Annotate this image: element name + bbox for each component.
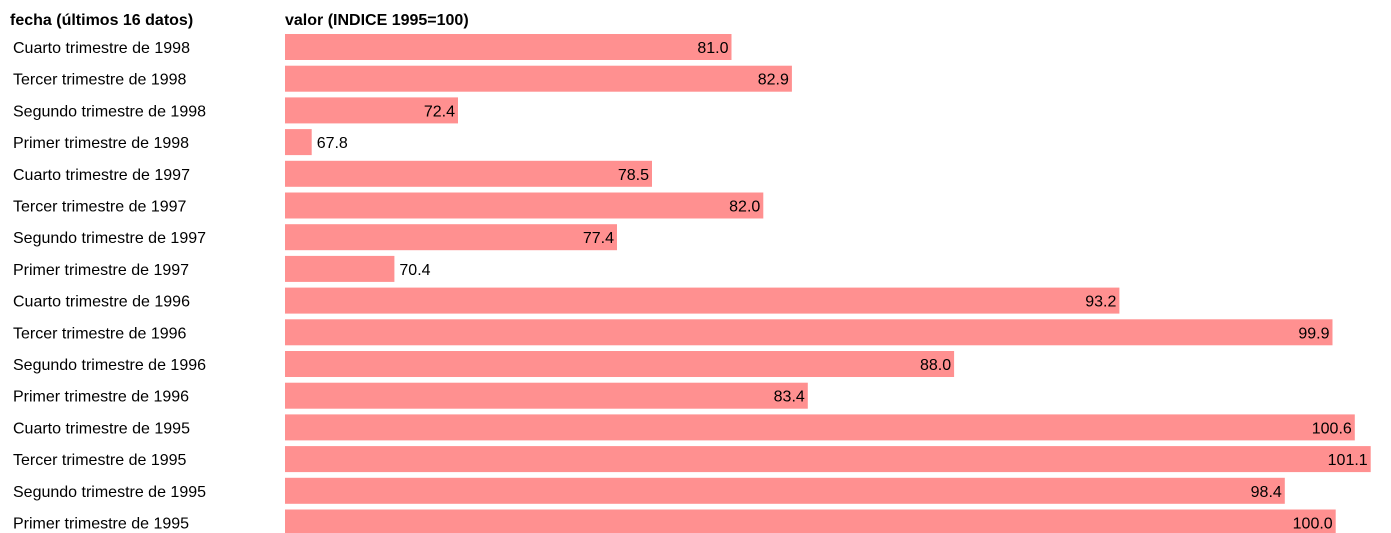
category-label: Primer trimestre de 1998 (13, 135, 189, 152)
value-label: 72.4 (424, 103, 455, 120)
bar-row: Segundo trimestre de 1997 77.4 (13, 224, 617, 251)
bar-row: Cuarto trimestre de 1996 93.2 (13, 287, 1120, 314)
bar-rows: Cuarto trimestre de 1998 81.0 Tercer trime… (13, 34, 1371, 533)
category-label: Segundo trimestre de 1995 (13, 484, 206, 501)
category-label: Primer trimestre de 1995 (13, 516, 189, 533)
bar-row: Cuarto trimestre de 1998 81.0 (13, 34, 732, 60)
value-label: 83.4 (774, 389, 805, 406)
bar (285, 224, 617, 251)
value-header: valor (INDICE 1995=100) (285, 12, 469, 29)
bar-row: Cuarto trimestre de 1995 100.6 (13, 414, 1355, 441)
bar (285, 509, 1336, 533)
category-label: Tercer trimestre de 1997 (13, 199, 187, 216)
bar-row: Segundo trimestre de 1996 88.0 (13, 351, 955, 377)
bar-row: Primer trimestre de 1997 70.4 (13, 255, 431, 282)
bar (285, 414, 1355, 441)
value-label: 70.4 (399, 262, 430, 279)
value-label: 81.0 (697, 40, 728, 57)
value-label: 99.9 (1298, 325, 1329, 342)
category-label: Tercer trimestre de 1996 (13, 325, 187, 342)
bar (285, 192, 764, 219)
bar-row: Primer trimestre de 1998 67.8 (13, 129, 348, 156)
bar-row: Tercer trimestre de 1995 101.1 (13, 446, 1371, 473)
value-label: 88.0 (920, 357, 951, 374)
bar-row: Segundo trimestre de 1995 98.4 (13, 477, 1285, 504)
category-label: Cuarto trimestre de 1998 (13, 40, 190, 57)
value-label: 100.6 (1312, 420, 1352, 437)
bar (285, 319, 1333, 346)
bar-row: Tercer trimestre de 1996 99.9 (13, 319, 1333, 346)
value-label: 77.4 (583, 230, 614, 247)
bar (285, 351, 955, 377)
bar-row: Primer trimestre de 1996 83.4 (13, 382, 808, 409)
category-label: Primer trimestre de 1996 (13, 389, 189, 406)
category-label: Tercer trimestre de 1995 (13, 452, 187, 469)
value-label: 78.5 (618, 167, 649, 184)
category-label: Segundo trimestre de 1996 (13, 357, 206, 374)
bar (285, 34, 732, 60)
value-label: 93.2 (1085, 294, 1116, 311)
bar-row: Cuarto trimestre de 1997 78.5 (13, 160, 652, 187)
bar (285, 97, 458, 124)
value-label: 98.4 (1251, 484, 1282, 501)
bar (285, 382, 808, 409)
category-label: Cuarto trimestre de 1997 (13, 167, 190, 184)
bar-row: Tercer trimestre de 1997 82.0 (13, 192, 764, 219)
bar (285, 160, 652, 187)
bar-row: Tercer trimestre de 1998 82.9 (13, 65, 792, 92)
category-header: fecha (últimos 16 datos) (10, 12, 193, 29)
category-label: Tercer trimestre de 1998 (13, 72, 187, 89)
bar (285, 287, 1120, 314)
bar (285, 129, 312, 156)
bar-row: Segundo trimestre de 1998 72.4 (13, 97, 458, 124)
value-label: 82.0 (729, 199, 760, 216)
category-label: Primer trimestre de 1997 (13, 262, 189, 279)
category-label: Segundo trimestre de 1998 (13, 103, 206, 120)
bar (285, 477, 1285, 504)
category-label: Segundo trimestre de 1997 (13, 230, 206, 247)
bar (285, 65, 792, 92)
value-label: 82.9 (758, 72, 789, 89)
bar (285, 255, 395, 282)
value-label: 101.1 (1328, 452, 1368, 469)
bar (285, 446, 1371, 473)
value-label: 100.0 (1293, 516, 1333, 533)
category-label: Cuarto trimestre de 1995 (13, 420, 190, 437)
category-label: Cuarto trimestre de 1996 (13, 294, 190, 311)
bar-row: Primer trimestre de 1995 100.0 (13, 509, 1336, 533)
value-label: 67.8 (317, 135, 348, 152)
